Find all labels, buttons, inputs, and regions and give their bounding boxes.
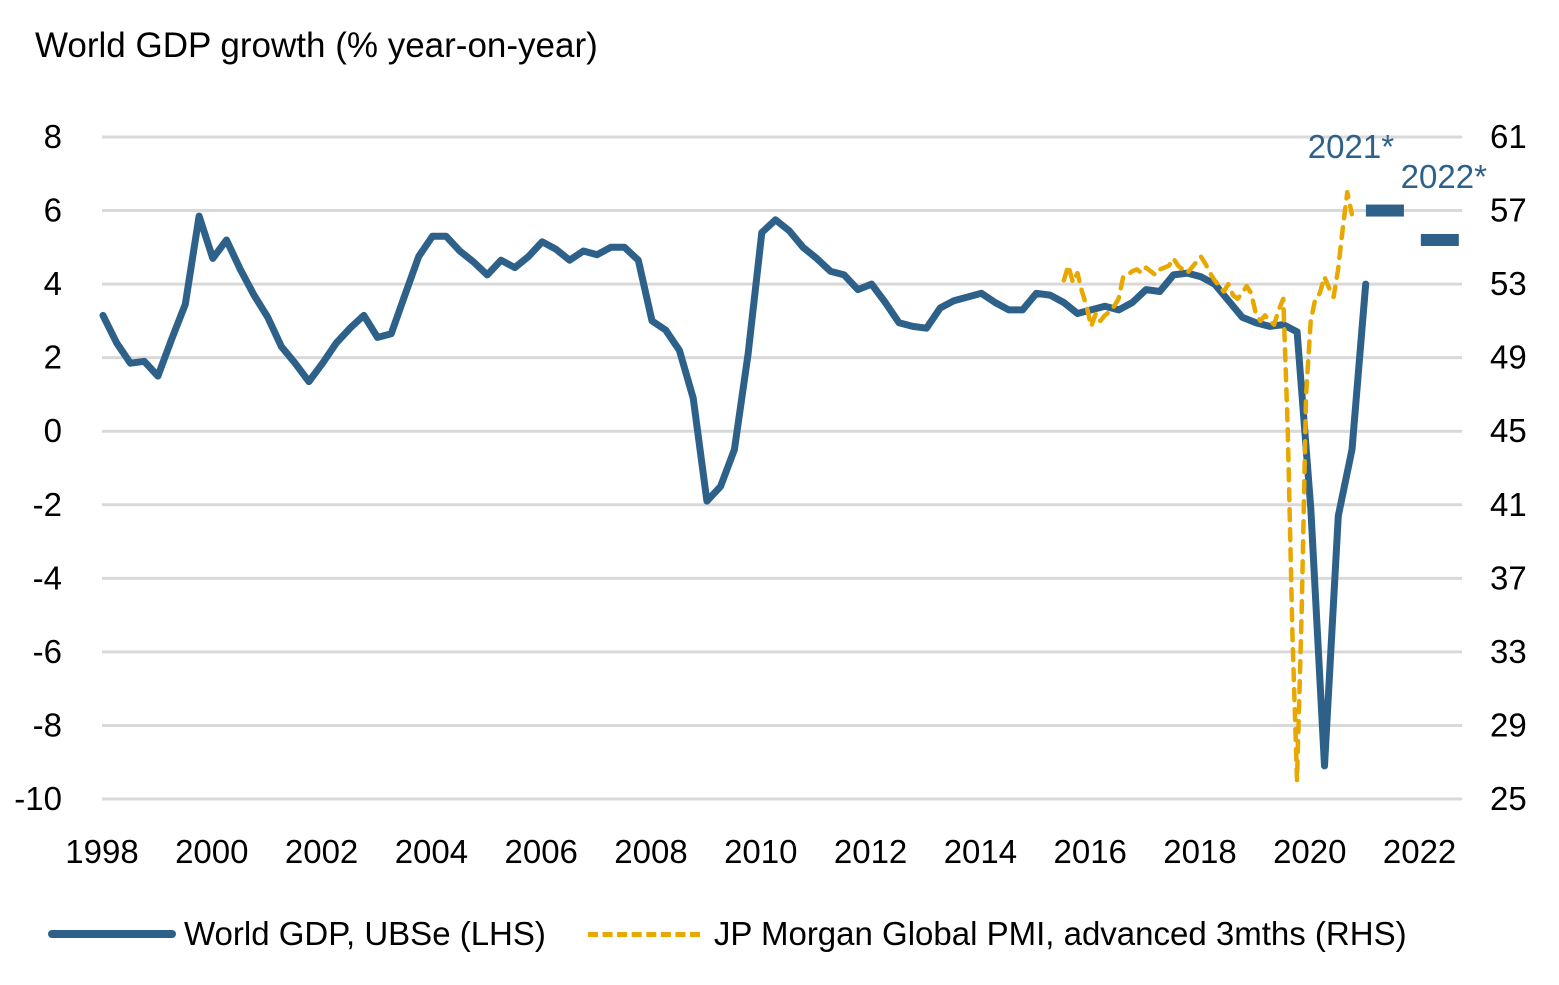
right-axis-tick-label: 29 [1490,706,1527,743]
legend-item-world-gdp[interactable]: World GDP, UBSe (LHS) [48,915,546,953]
x-axis-tick-label: 2002 [285,833,358,870]
x-axis-ticks: 1998 2000 2002 2004 2006 2008 2010 2012 2014 2016… [65,833,1456,870]
right-axis-tick-label: 61 [1490,118,1527,155]
x-axis-tick-label: 2012 [834,833,907,870]
left-axis-ticks: 8 6 4 2 0 -2 -4 -6 -8 -10 [14,118,62,817]
right-axis-tick-label: 41 [1490,486,1527,523]
left-axis-tick-label: 0 [44,412,62,449]
left-axis-tick-label: 8 [44,118,62,155]
right-axis-tick-label: 53 [1490,265,1527,302]
series-line-world-gdp [99,212,1370,770]
forecast-label-2022: 2022* [1401,158,1487,195]
left-axis-tick-label: -2 [33,486,62,523]
x-axis-tick-label: 2006 [504,833,577,870]
left-axis-tick-label: -6 [33,633,62,670]
x-axis-tick-label: 1998 [65,833,138,870]
x-axis-tick-label: 2008 [614,833,687,870]
right-axis-tick-label: 33 [1490,633,1527,670]
forecast-label-2021: 2021* [1308,128,1394,165]
x-axis-tick-label: 2020 [1273,833,1346,870]
left-axis-tick-label: -10 [14,780,62,817]
right-axis-ticks: 61 57 53 49 45 41 37 33 29 25 [1490,118,1527,817]
left-axis-tick-label: -4 [33,559,62,596]
right-axis-tick-label: 57 [1490,192,1527,229]
right-axis-tick-label: 45 [1490,412,1527,449]
forecast-marker-2022 [1420,233,1459,246]
x-axis-tick-label: 2010 [724,833,797,870]
chart-title: World GDP growth (% year-on-year) [35,26,598,65]
annotations: 2021*2022* [1308,128,1487,246]
legend: World GDP, UBSe (LHS) JP Morgan Global P… [48,915,1447,953]
x-axis-tick-label: 2014 [944,833,1017,870]
left-axis-tick-label: 6 [44,192,62,229]
right-axis-tick-label: 49 [1490,339,1527,376]
right-axis-tick-label: 25 [1490,780,1527,817]
legend-solid-line-icon [48,930,176,938]
x-axis-tick-label: 2000 [175,833,248,870]
series-line-pmi [1061,189,1355,783]
x-axis-tick-label: 2022 [1383,833,1456,870]
legend-item-pmi[interactable]: JP Morgan Global PMI, advanced 3mths (RH… [586,915,1407,953]
left-axis-tick-label: 4 [44,265,62,302]
left-axis-tick-label: 2 [44,339,62,376]
left-axis-tick-label: -8 [33,706,62,743]
legend-dashed-line-icon [587,931,700,937]
series-layer [99,189,1370,783]
x-axis-tick-label: 2016 [1053,833,1126,870]
x-axis-tick-label: 2018 [1163,833,1236,870]
legend-label-world-gdp: World GDP, UBSe (LHS) [184,915,546,952]
x-axis-tick-label: 2004 [395,833,468,870]
legend-label-pmi: JP Morgan Global PMI, advanced 3mths (RH… [713,915,1407,952]
forecast-marker-2021 [1365,204,1404,217]
right-axis-tick-label: 37 [1490,559,1527,596]
gridlines [102,135,1462,801]
